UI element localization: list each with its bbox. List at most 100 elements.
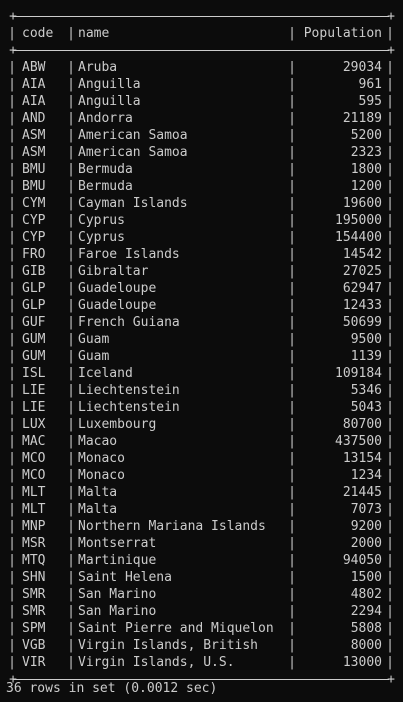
table-row: | GLP | Guadeloupe | 12433 | [8,298,394,313]
cell-code: MCO [22,451,46,466]
cell-population: 2294 [350,604,382,619]
cell-population: 21445 [342,485,382,500]
cell-code: FRO [22,247,46,262]
table-header-separator: + + [9,43,395,58]
cell-name: Macao [78,434,118,449]
cell-name: Saint Pierre and Miquelon [78,621,274,636]
table-row: | VIR | Virgin Islands, U.S. | 13000 | [8,655,394,670]
table-row: | GUM | Guam | 9500 | [8,332,394,347]
cell-population: 1500 [350,570,382,585]
table-row: | ISL | Iceland | 109184 | [8,366,394,381]
cell-population: 19600 [342,196,382,211]
cell-code: MCO [22,468,46,483]
cell-population: 1234 [350,468,382,483]
cell-population: 5043 [350,400,382,415]
cell-population: 195000 [335,213,382,228]
cell-name: Guadeloupe [78,281,157,296]
table-row: | MLT | Malta | 7073 | [8,502,394,517]
table-row: | LIE | Liechtenstein | 5346 | [8,383,394,398]
table-top-border: + + [9,9,395,24]
cell-code: MNP [22,519,46,534]
cell-name: Anguilla [78,94,141,109]
cell-name: San Marino [78,587,157,602]
cell-population: 21189 [342,111,382,126]
cell-population: 5808 [350,621,382,636]
cell-name: Martinique [78,553,157,568]
cell-code: MLT [22,485,46,500]
cell-population: 12433 [342,298,382,313]
cell-name: Liechtenstein [78,400,180,415]
cell-name: Cyprus [78,230,125,245]
cell-population: 2323 [350,145,382,160]
column-header-code: code [22,26,54,41]
cell-name: Bermuda [78,179,133,194]
cell-code: SMR [22,604,46,619]
cell-code: MSR [22,536,46,551]
cell-code: ABW [22,60,46,75]
cell-code: SHN [22,570,46,585]
query-result-table: + + | code | name | Population | + + | AB… [8,8,395,688]
table-row: | VGB | Virgin Islands, British | 8000 | [8,638,394,653]
table-row: | MSR | Montserrat | 2000 | [8,536,394,551]
cell-population: 109184 [335,366,382,381]
cell-code: MTQ [22,553,46,568]
cell-code: MAC [22,434,46,449]
table-row: | ASM | American Samoa | 2323 | [8,145,394,160]
cell-name: Iceland [78,366,133,381]
table-row: | MCO | Monaco | 13154 | [8,451,394,466]
table-row: | GLP | Guadeloupe | 62947 | [8,281,394,296]
table-row: | AIA | Anguilla | 595 | [8,94,394,109]
cell-population: 29034 [342,60,382,75]
cell-name: Virgin Islands, U.S. [78,655,235,670]
cell-code: VIR [22,655,46,670]
table-row: | CYP | Cyprus | 154400 | [8,230,394,245]
table-row: | ASM | American Samoa | 5200 | [8,128,394,143]
cell-population: 5200 [350,128,382,143]
table-row: | LIE | Liechtenstein | 5043 | [8,400,394,415]
cell-population: 7073 [350,502,382,517]
cell-name: Virgin Islands, British [78,638,259,653]
cell-code: CYP [22,213,46,228]
cell-code: GUM [22,349,46,364]
table-row: | ABW | Aruba | 29034 | [8,60,394,75]
cell-population: 50699 [342,315,382,330]
cell-code: LUX [22,417,46,432]
cell-name: Bermuda [78,162,133,177]
cell-name: Northern Mariana Islands [78,519,266,534]
cell-name: Malta [78,502,118,517]
cell-name: Guam [78,332,110,347]
cell-code: AIA [22,77,46,92]
cell-code: ASM [22,128,46,143]
cell-name: American Samoa [78,128,188,143]
cell-name: Montserrat [78,536,157,551]
cell-code: ASM [22,145,46,160]
cell-population: 1139 [350,349,382,364]
table-row: | MAC | Macao | 437500 | [8,434,394,449]
cell-code: MLT [22,502,46,517]
cell-code: AIA [22,94,46,109]
table-bottom-border: + + [9,672,395,687]
cell-code: BMU [22,162,46,177]
cell-code: SPM [22,621,46,636]
cell-code: ISL [22,366,46,381]
cell-population: 437500 [335,434,382,449]
query-status-line: 36 rows in set (0.0012 sec) [6,681,218,696]
table-row: | MCO | Monaco | 1234 | [8,468,394,483]
cell-population: 13000 [342,655,382,670]
cell-code: GUF [22,315,46,330]
cell-population: 595 [358,94,382,109]
cell-code: LIE [22,383,46,398]
cell-code: LIE [22,400,46,415]
cell-population: 9500 [350,332,382,347]
cell-name: Anguilla [78,77,141,92]
cell-name: Guadeloupe [78,298,157,313]
cell-population: 5346 [350,383,382,398]
cell-name: San Marino [78,604,157,619]
table-row: | CYM | Cayman Islands | 19600 | [8,196,394,211]
column-header-population: Population [303,26,382,41]
cell-population: 27025 [342,264,382,279]
cell-name: Liechtenstein [78,383,180,398]
table-row: | SHN | Saint Helena | 1500 | [8,570,394,585]
column-header-name: name [78,26,110,41]
